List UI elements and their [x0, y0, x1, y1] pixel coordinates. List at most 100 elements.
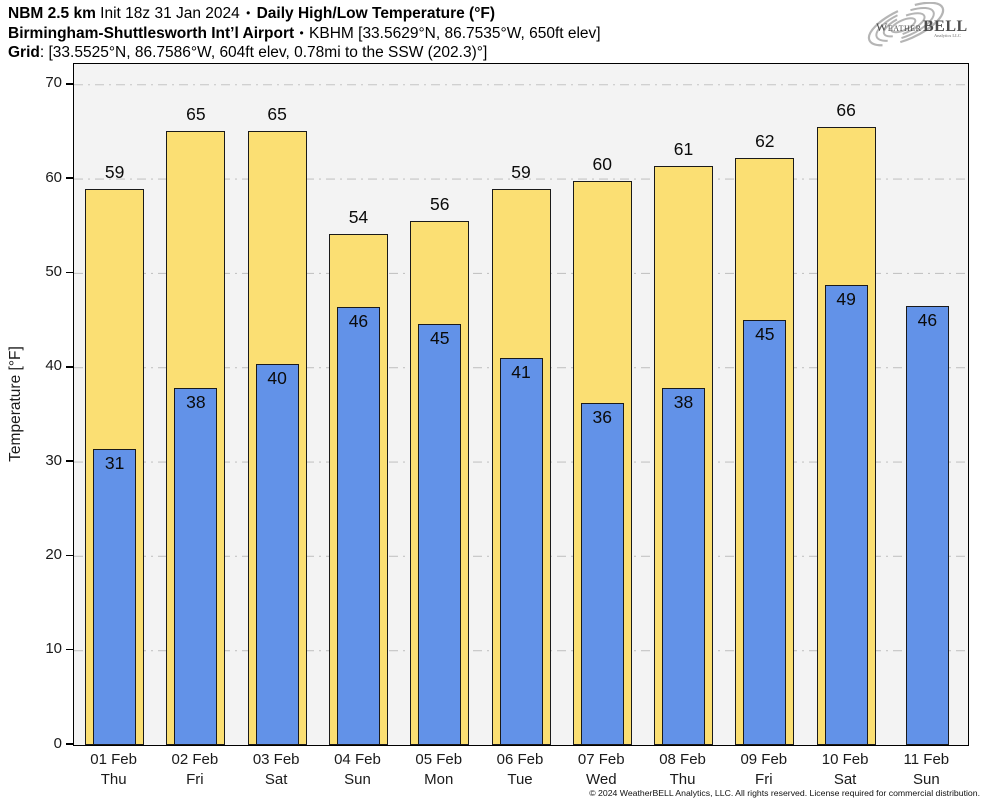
y-axis-title: Temperature [°F]: [7, 346, 24, 462]
bullet-separator: •: [246, 6, 251, 20]
product-title: Daily High/Low Temperature (°F): [252, 5, 496, 22]
header-line-2: Birmingham-Shuttlesworth Intʼl Airport •…: [8, 24, 601, 44]
y-tick-mark-40: [66, 365, 73, 368]
weatherbell-logo-icon: Weather BELL Analytics LLC: [867, 2, 968, 47]
low-value-label: 46: [348, 311, 369, 332]
high-value-label: 62: [755, 131, 775, 152]
model-name: NBM 2.5 km: [8, 5, 96, 22]
low-value-label: 40: [267, 367, 287, 388]
x-tick-label-08-feb: 08 Feb Thu: [642, 750, 723, 790]
low-bar-08-feb: [662, 388, 706, 745]
x-tick-weekday: Sun: [344, 771, 371, 788]
high-value-label: 65: [267, 103, 287, 124]
header-line-3: Grid: [33.5525°N, 86.7586°W, 604ft elev,…: [8, 43, 601, 63]
x-tick-date: 04 Feb: [334, 751, 381, 768]
x-tick-weekday: Thu: [100, 771, 127, 788]
low-bar-07-feb: [580, 402, 624, 745]
y-tick-mark-70: [66, 82, 73, 85]
low-bar-04-feb: [336, 307, 380, 745]
x-tick-weekday: Sat: [833, 771, 857, 788]
x-tick-date: 07 Feb: [577, 751, 625, 768]
x-tick-date: 05 Feb: [415, 751, 463, 768]
x-tick-date: 03 Feb: [252, 751, 300, 768]
x-tick-weekday: Tue: [507, 771, 533, 788]
low-value-label: 31: [104, 452, 125, 473]
high-value-label: 65: [186, 103, 206, 124]
low-value-label: 45: [429, 328, 450, 349]
x-tick-date: 02 Feb: [171, 751, 219, 768]
low-bar-02-feb: [174, 388, 218, 745]
station-meta: KBHM [33.5629°N, 86.7535°W, 650ft elev]: [309, 24, 601, 42]
x-tick-weekday: Sat: [264, 771, 288, 788]
low-bar-05-feb: [418, 324, 462, 745]
low-bar-06-feb: [499, 358, 543, 745]
low-bar-11-feb: [905, 306, 949, 745]
x-tick-date: 01 Feb: [90, 751, 137, 768]
y-tick-label-20: 20: [45, 545, 62, 563]
low-bar-03-feb: [255, 363, 299, 745]
high-value-label: 60: [592, 153, 612, 174]
x-tick-date: 10 Feb: [821, 751, 869, 768]
x-tick-weekday: Wed: [585, 771, 617, 788]
chart-header: NBM 2.5 km Init 18z 31 Jan 2024 • Daily …: [8, 4, 601, 63]
x-tick-weekday: Mon: [424, 771, 454, 788]
high-value-label: 56: [429, 193, 450, 214]
logo-word-bell: BELL: [923, 18, 968, 35]
high-value-label: 54: [348, 206, 369, 227]
x-tick-label-10-feb: 10 Feb Sat: [804, 750, 885, 790]
low-bar-10-feb: [824, 284, 868, 745]
x-tick-label-02-feb: 02 Feb Fri: [154, 750, 235, 790]
y-tick-label-50: 50: [45, 262, 62, 280]
x-tick-date: 08 Feb: [659, 751, 706, 768]
x-tick-weekday: Fri: [755, 771, 773, 788]
x-tick-weekday: Fri: [186, 771, 204, 788]
low-value-label: 45: [755, 323, 775, 344]
x-tick-label-07-feb: 07 Feb Wed: [561, 750, 642, 790]
x-tick-weekday: Thu: [669, 771, 696, 788]
logo-word-weather: Weather: [876, 20, 922, 34]
high-value-label: 59: [511, 161, 531, 182]
y-tick-label-40: 40: [45, 357, 62, 375]
x-tick-label-04-feb: 04 Feb Sun: [317, 750, 398, 790]
x-tick-label-11-feb: 11 Feb Sun: [886, 750, 967, 790]
low-value-label: 41: [511, 362, 531, 383]
x-tick-date: 11 Feb: [903, 751, 950, 768]
y-tick-label-60: 60: [45, 168, 62, 186]
copyright-text: © 2024 WeatherBELL Analytics, LLC. All r…: [589, 788, 980, 798]
low-value-label: 36: [592, 406, 612, 427]
y-tick-mark-60: [66, 177, 73, 179]
grid-label: Grid: [8, 44, 40, 61]
grid-meta: : [33.5525°N, 86.7586°W, 604ft elev, 0.7…: [39, 44, 488, 61]
logo-tagline: Analytics LLC: [934, 33, 961, 38]
low-value-label: 46: [917, 310, 938, 331]
bullet-separator-2: •: [296, 25, 308, 40]
high-value-label: 61: [673, 138, 694, 159]
x-tick-date: 06 Feb: [496, 751, 544, 768]
x-tick-label-09-feb: 09 Feb Fri: [723, 750, 804, 790]
low-value-label: 38: [186, 392, 206, 413]
x-tick-label-03-feb: 03 Feb Sat: [236, 750, 317, 790]
y-tick-mark-10: [66, 648, 73, 651]
y-tick-mark-30: [66, 460, 73, 462]
y-tick-label-10: 10: [45, 640, 62, 658]
y-tick-label-0: 0: [53, 734, 62, 752]
plot-area: 59 65 65 54 56 59 60 61 62 66 31 38 40 46 45 41 36 38 45 49…: [73, 63, 969, 746]
x-tick-label-06-feb: 06 Feb Tue: [479, 750, 560, 790]
y-tick-label-30: 30: [45, 451, 62, 469]
y-tick-mark-50: [66, 271, 73, 274]
y-tick-mark-20: [66, 554, 73, 557]
init-time: Init 18z 31 Jan 2024: [95, 5, 245, 22]
station-name: Birmingham-Shuttlesworth Intʼl Airport: [8, 24, 295, 42]
header-line-1: NBM 2.5 km Init 18z 31 Jan 2024 • Daily …: [8, 4, 601, 24]
x-tick-label-05-feb: 05 Feb Mon: [398, 750, 479, 790]
low-bar-01-feb: [93, 448, 137, 745]
high-value-label: 59: [104, 161, 125, 182]
x-tick-weekday: Sun: [913, 771, 940, 788]
low-bar-09-feb: [743, 319, 787, 745]
x-tick-date: 09 Feb: [740, 751, 788, 768]
low-value-label: 38: [673, 392, 694, 413]
x-tick-label-01-feb: 01 Feb Thu: [73, 750, 154, 790]
y-tick-mark-0: [66, 743, 73, 745]
high-value-label: 66: [836, 100, 856, 121]
